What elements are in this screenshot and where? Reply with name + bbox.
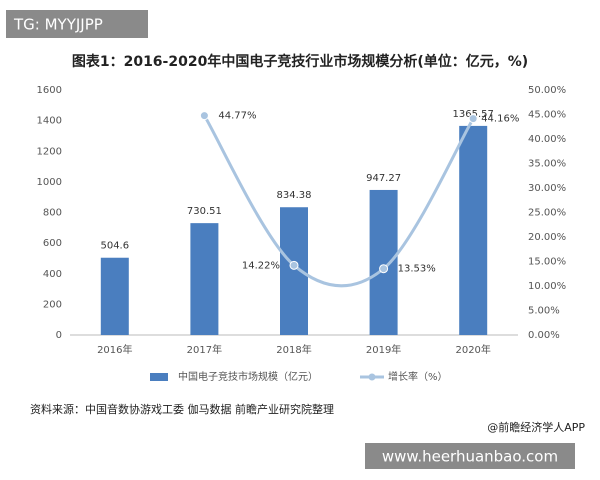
y-tick-label: 200 [43,299,62,310]
legend-swatch [368,373,376,381]
y-tick-label: 600 [43,238,62,249]
chart-title: 图表1：2016-2020年中国电子竞技行业市场规模分析(单位：亿元，%) [72,53,528,70]
line-marker [199,111,209,121]
y2-tick-label: 5.00% [528,306,560,317]
y2-tick-label: 40.00% [528,134,566,145]
legend-swatch [150,373,168,381]
y-tick-label: 1600 [37,85,62,96]
y2-tick-label: 45.00% [528,110,566,121]
bar [190,223,219,335]
badge: TG: MYYJJPP [13,16,103,34]
line-marker [379,264,389,274]
line-value-label: 14.22% [242,260,280,271]
y-tick-label: 400 [43,269,62,280]
y2-tick-label: 25.00% [528,208,566,219]
source: 资料来源：中国音数协游戏工委 伽马数据 前瞻产业研究院整理 [30,402,334,416]
line-value-label: 13.53% [398,264,436,275]
line-marker [289,260,299,270]
bar-value-label: 947.27 [366,173,401,184]
x-tick-label: 2020年 [455,343,490,356]
line-marker [468,114,478,124]
y2-tick-label: 35.00% [528,159,566,170]
bar-value-label: 730.51 [187,206,222,217]
growth-line [203,114,475,288]
credit: @前瞻经济学人APP [487,420,585,434]
line-value-label: 44.77% [218,111,256,122]
y2-tick-label: 20.00% [528,232,566,243]
y2-tick-label: 0.00% [528,330,560,341]
bar-value-label: 504.6 [100,241,129,252]
legend-label: 中国电子竞技市场规模（亿元） [178,370,318,383]
watermark-box [365,443,575,469]
bar [100,257,129,335]
y2-tick-label: 10.00% [528,281,566,292]
y-tick-label: 800 [43,208,62,219]
legend-label: 增长率（%） [388,370,448,383]
bar-value-label: 834.38 [277,190,312,201]
bar [459,125,488,335]
y-tick-label: 1400 [37,116,62,127]
x-tick-label: 2019年 [366,343,401,356]
watermark: www.heerhuanbao.com [382,448,558,466]
badge-box [6,10,148,38]
y2-tick-label: 30.00% [528,183,566,194]
line-value-label: 44.16% [481,114,519,125]
y2-tick-label: 15.00% [528,257,566,268]
x-tick-label: 2016年 [97,343,132,356]
x-tick-label: 2017年 [187,343,222,356]
y-tick-label: 1000 [37,177,62,188]
y-tick-label: 1200 [37,146,62,157]
bar [369,189,398,335]
y2-tick-label: 50.00% [528,85,566,96]
y-tick-label: 0 [56,330,62,341]
x-tick-label: 2018年 [276,343,311,356]
